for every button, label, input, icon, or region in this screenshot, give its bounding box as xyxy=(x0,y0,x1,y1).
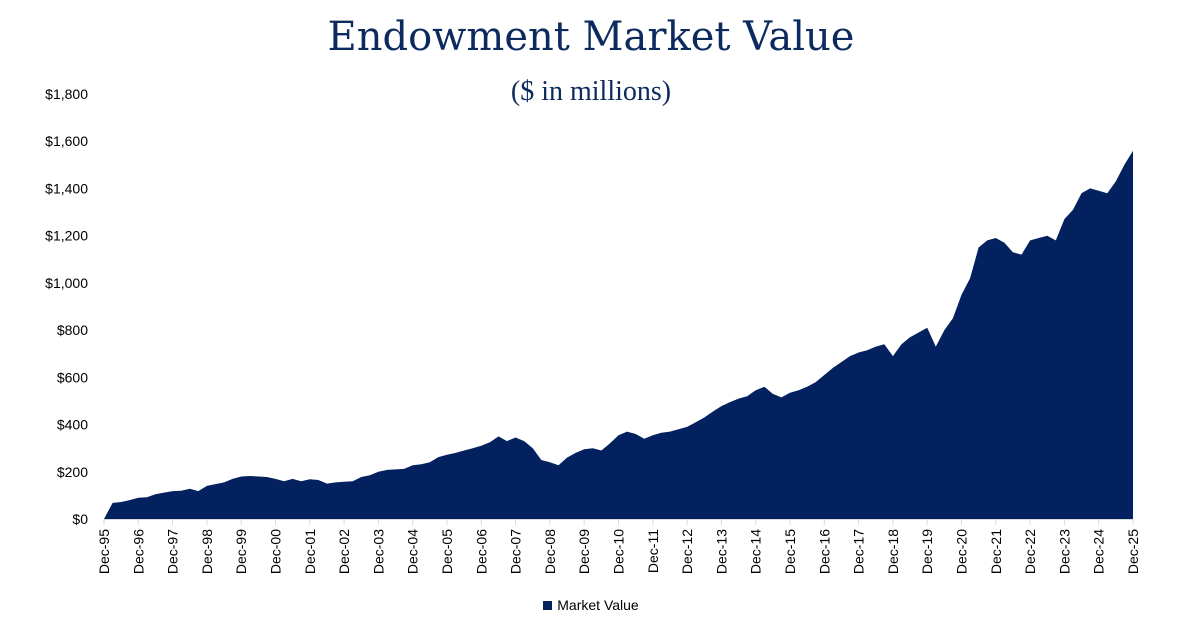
x-axis: Dec-95 Dec-96 Dec-97 Dec-98 Dec-99 Dec-00 Dec-… xyxy=(96,519,1141,574)
x-tick-label: Dec-24 xyxy=(1091,529,1107,574)
x-tick-label: Dec-10 xyxy=(611,529,627,574)
plot-area xyxy=(104,150,1133,519)
y-tick-label: $600 xyxy=(57,369,88,385)
x-tick-label: Dec-00 xyxy=(268,529,284,574)
x-tick-label: Dec-17 xyxy=(851,529,867,574)
x-tick-label: Dec-99 xyxy=(233,529,249,574)
chart-title: Endowment Market Value xyxy=(327,14,855,60)
y-tick-label: $1,600 xyxy=(45,133,88,149)
x-tick-label: Dec-12 xyxy=(679,529,695,574)
x-tick-label: Dec-11 xyxy=(645,529,661,573)
x-tick-label: Dec-02 xyxy=(336,529,352,574)
market-value-area xyxy=(104,150,1133,519)
x-tick-label: Dec-20 xyxy=(954,529,970,574)
x-tick-label: Dec-25 xyxy=(1125,529,1141,574)
y-tick-label: $0 xyxy=(72,511,88,527)
legend-label: Market Value xyxy=(557,597,639,613)
y-tick-label: $1,000 xyxy=(45,275,88,291)
x-tick-label: Dec-13 xyxy=(713,529,729,574)
x-tick-label: Dec-14 xyxy=(748,529,764,574)
y-tick-label: $1,400 xyxy=(45,180,88,196)
x-tick-label: Dec-97 xyxy=(165,529,181,574)
x-tick-label: Dec-21 xyxy=(988,529,1004,574)
x-tick-label: Dec-95 xyxy=(96,529,112,574)
y-axis: $0 $200 $400 $600 $800 $1,000 $1,200 $1,400 $1,6… xyxy=(45,86,88,527)
y-tick-label: $800 xyxy=(57,322,88,338)
x-tick-label: Dec-05 xyxy=(439,529,455,574)
chart-subtitle: ($ in millions) xyxy=(510,76,672,107)
x-tick-label: Dec-01 xyxy=(302,529,318,574)
legend: Market Value xyxy=(0,597,1182,613)
y-tick-label: $200 xyxy=(57,464,88,480)
x-tick-label: Dec-19 xyxy=(919,529,935,574)
y-tick-label: $1,800 xyxy=(45,86,88,102)
x-tick-label: Dec-15 xyxy=(782,529,798,574)
x-tick-label: Dec-16 xyxy=(816,529,832,574)
x-tick-label: Dec-96 xyxy=(130,529,146,574)
x-tick-label: Dec-09 xyxy=(576,529,592,574)
y-tick-label: $400 xyxy=(57,417,88,433)
y-tick-label: $1,200 xyxy=(45,228,88,244)
x-tick-label: Dec-03 xyxy=(370,529,386,574)
x-tick-label: Dec-23 xyxy=(1056,529,1072,574)
x-tick-label: Dec-98 xyxy=(199,529,215,574)
x-tick-label: Dec-06 xyxy=(473,529,489,574)
legend-swatch xyxy=(543,601,553,610)
x-tick-label: Dec-18 xyxy=(885,529,901,574)
x-tick-label: Dec-08 xyxy=(542,529,558,574)
x-tick-label: Dec-04 xyxy=(405,529,421,574)
x-tick-label: Dec-22 xyxy=(1022,529,1038,574)
x-tick-label: Dec-07 xyxy=(508,529,524,574)
